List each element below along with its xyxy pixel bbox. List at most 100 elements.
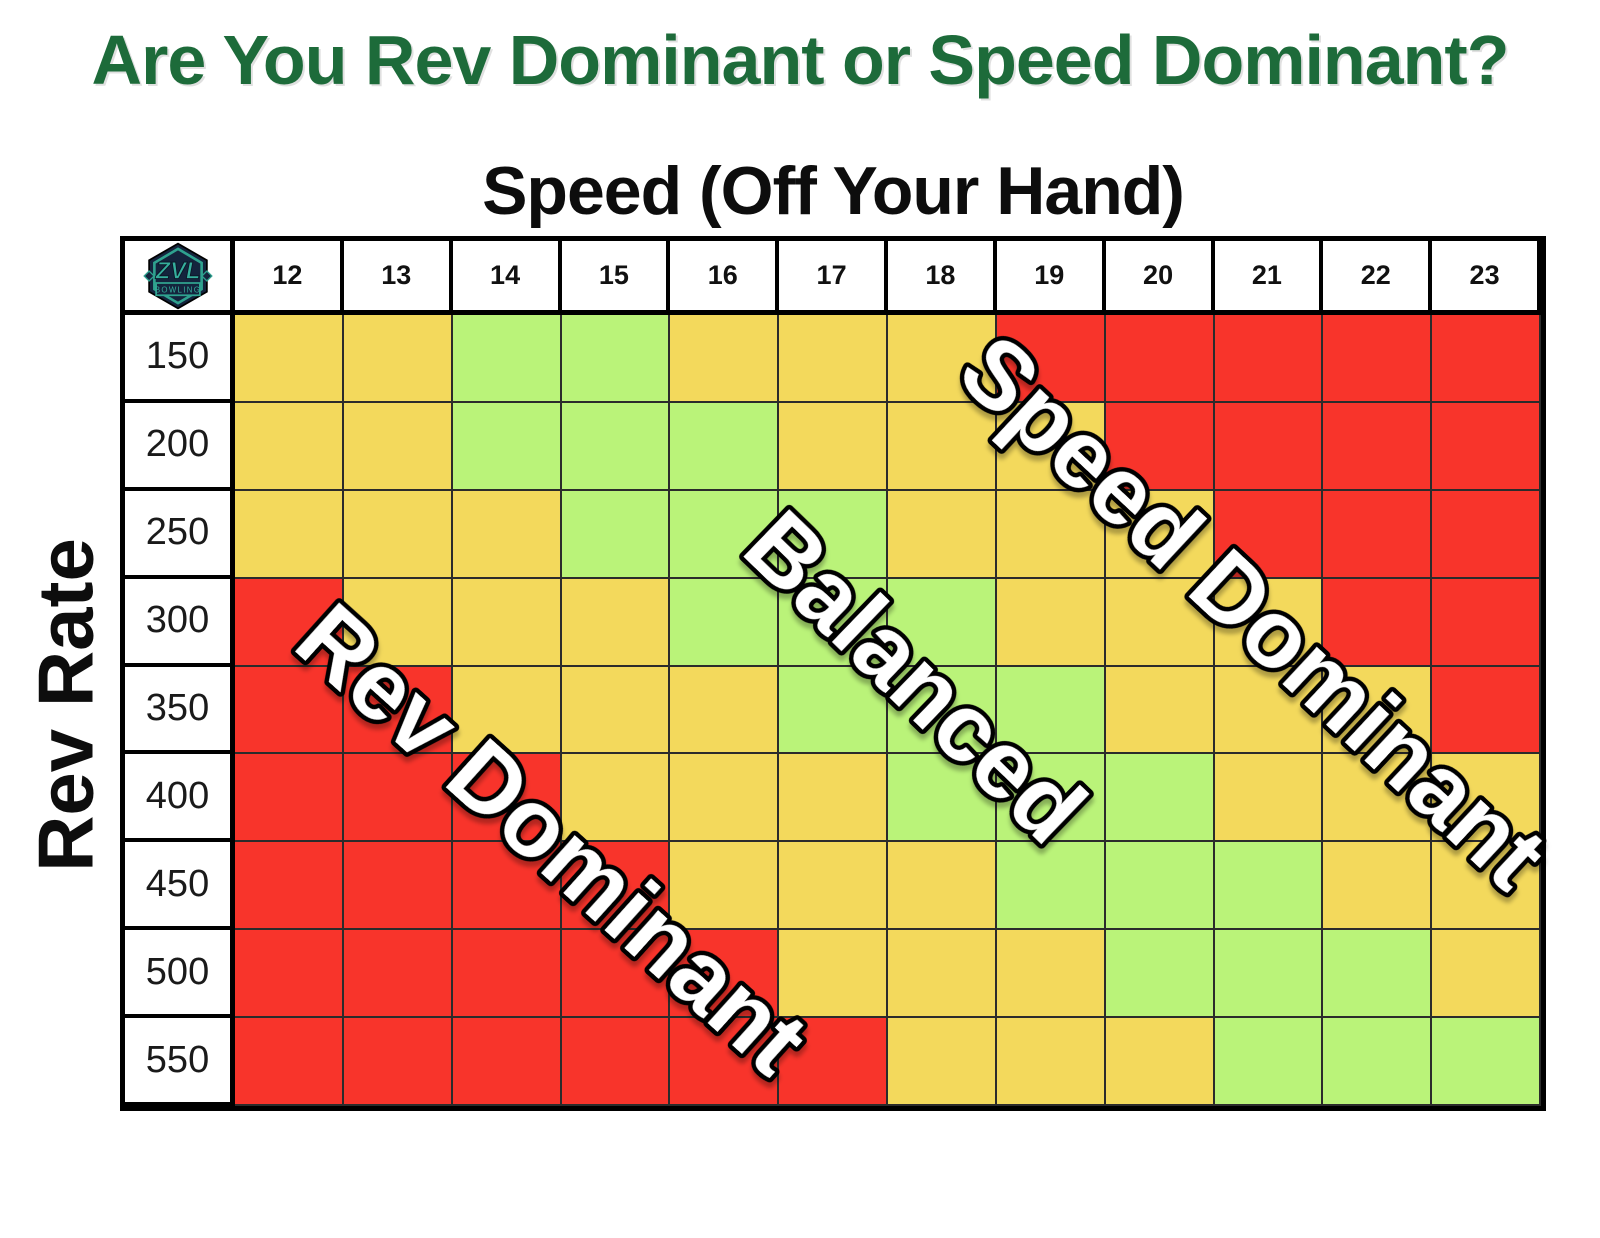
grid-cell-y <box>343 315 453 403</box>
grid-cell-y <box>670 315 780 403</box>
grid-cell-g <box>996 754 1106 843</box>
grid-cell-g <box>452 315 562 403</box>
grid-cell-r <box>1432 490 1541 579</box>
grid-cell-y <box>888 315 997 403</box>
grid-cell-y <box>1105 578 1215 667</box>
grid-cell-y <box>670 754 780 843</box>
grid-cell-r <box>1432 315 1541 403</box>
grid-cell-g <box>561 402 671 491</box>
speed-header-cell: 12 <box>235 241 344 315</box>
grid-cell-y <box>779 842 888 931</box>
grid-cell-r <box>1323 578 1433 667</box>
rev-rate-label-cell: 200 <box>125 402 235 491</box>
grid-cell-r <box>452 930 562 1019</box>
grid-cell-y <box>888 402 997 491</box>
grid-cell-y <box>1214 666 1324 755</box>
grid-cell-r <box>1432 666 1541 755</box>
grid-cell-y <box>561 578 671 667</box>
grid-cell-g <box>670 402 780 491</box>
logo-banner-text: BOWLING <box>154 285 200 294</box>
grid-cell-g <box>1214 842 1324 931</box>
rev-rate-label-cell: 150 <box>125 315 235 403</box>
grid-cell-g <box>1105 930 1215 1019</box>
grid-cell-y <box>779 402 888 491</box>
grid-cell-y <box>561 666 671 755</box>
grid-cell-r <box>561 1018 671 1106</box>
grid-cell-r <box>343 754 453 843</box>
grid-cell-r <box>452 1018 562 1106</box>
grid-cell-r <box>235 578 344 667</box>
grid-cell-y <box>996 1018 1106 1106</box>
grid-cell-g <box>670 578 780 667</box>
grid-cell-g <box>1214 1018 1324 1106</box>
grid-cell-g <box>452 402 562 491</box>
speed-header-cell: 18 <box>888 241 997 315</box>
grid-cell-g <box>888 666 997 755</box>
grid-cell-r <box>561 930 671 1019</box>
grid-cell-g <box>779 666 888 755</box>
grid-cell-y <box>343 578 453 667</box>
grid-cell-y <box>1323 666 1433 755</box>
grid-cell-y <box>888 930 997 1019</box>
grid-cell-g <box>888 754 997 843</box>
grid-cell-g <box>561 490 671 579</box>
rev-rate-label-cell: 350 <box>125 666 235 755</box>
grid-cell-y <box>1105 666 1215 755</box>
grid-cell-g <box>779 490 888 579</box>
grid-cell-r <box>1214 490 1324 579</box>
grid-cell-y <box>888 1018 997 1106</box>
grid-cell-g <box>1214 930 1324 1019</box>
grid-cell-g <box>779 578 888 667</box>
grid-cell-r <box>452 754 562 843</box>
grid-cell-r <box>670 930 780 1019</box>
grid-cell-r <box>1323 402 1433 491</box>
grid-cell-y <box>1214 578 1324 667</box>
grid-cell-y <box>1214 754 1324 843</box>
grid-cell-y <box>996 490 1106 579</box>
grid-cell-r <box>1432 578 1541 667</box>
logo-banner <box>154 281 201 296</box>
grid-cell-y <box>235 490 344 579</box>
grid-cell-r <box>343 930 453 1019</box>
grid-cell-r <box>235 666 344 755</box>
rev-rate-label-cell: 400 <box>125 754 235 843</box>
grid-cell-y <box>996 402 1106 491</box>
grid-cell-r <box>343 666 453 755</box>
logo-cell: ZVL BOWLING <box>125 241 235 315</box>
grid-cell-g <box>561 315 671 403</box>
grid-cell-y <box>779 754 888 843</box>
grid-cell-y <box>1105 490 1215 579</box>
grid-cell-y <box>779 315 888 403</box>
rev-rate-label-cell: 450 <box>125 842 235 931</box>
grid-cell-y <box>1432 930 1541 1019</box>
speed-header-cell: 20 <box>1105 241 1215 315</box>
grid-cell-y <box>996 578 1106 667</box>
zvl-bowling-logo: ZVL BOWLING <box>142 242 213 309</box>
logo-hexagon-ring <box>152 246 203 305</box>
grid-cell-g <box>996 842 1106 931</box>
x-axis-label: Speed (Off Your Hand) <box>482 153 1185 229</box>
grid-cell-r <box>1432 402 1541 491</box>
speed-header-cell: 16 <box>670 241 780 315</box>
grid-cell-r <box>1323 315 1433 403</box>
grid-cell-y <box>779 930 888 1019</box>
page-title: Are You Rev Dominant or Speed Dominant? <box>91 21 1510 99</box>
grid-cell-y <box>888 490 997 579</box>
grid-cell-r <box>779 1018 888 1106</box>
grid-cell-y <box>1105 1018 1215 1106</box>
grid-cell-y <box>452 578 562 667</box>
speed-header-cell: 19 <box>996 241 1106 315</box>
grid-cell-r <box>235 754 344 843</box>
grid-cell-r <box>235 930 344 1019</box>
grid-cell-g <box>888 578 997 667</box>
grid-cell-r <box>343 842 453 931</box>
grid-cell-r <box>1323 490 1433 579</box>
grid-cell-y <box>670 666 780 755</box>
grid-cell-y <box>996 930 1106 1019</box>
grid-cell-r <box>452 842 562 931</box>
grid-cell-y <box>452 666 562 755</box>
rev-rate-label-cell: 300 <box>125 578 235 667</box>
grid-cell-r <box>1105 402 1215 491</box>
grid-cell-y <box>343 402 453 491</box>
